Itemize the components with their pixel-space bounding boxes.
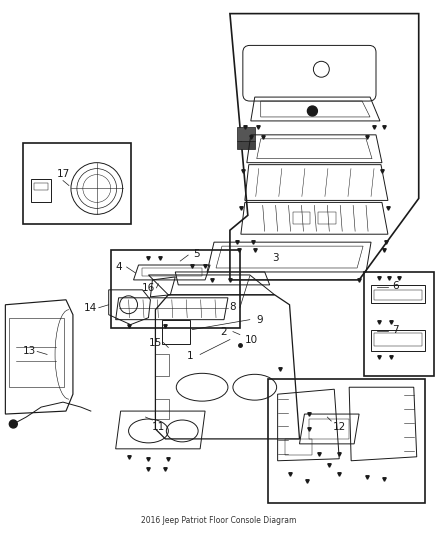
- Text: 11: 11: [152, 422, 165, 432]
- Text: 7: 7: [392, 325, 399, 335]
- Bar: [155, 399, 170, 419]
- Text: 8: 8: [230, 302, 236, 312]
- Text: 1: 1: [187, 351, 194, 361]
- Bar: [142, 268, 202, 276]
- Bar: [31, 179, 51, 203]
- Bar: [309, 419, 349, 439]
- Bar: [374, 333, 422, 346]
- Bar: [23, 143, 131, 224]
- Text: 14: 14: [84, 303, 97, 313]
- Text: 6: 6: [392, 281, 399, 291]
- Text: 3: 3: [272, 253, 279, 263]
- Bar: [374, 290, 422, 300]
- Text: 5: 5: [193, 249, 199, 259]
- Circle shape: [307, 106, 318, 116]
- Text: 2016 Jeep Patriot Floor Console Diagram: 2016 Jeep Patriot Floor Console Diagram: [141, 516, 297, 525]
- Circle shape: [9, 420, 17, 428]
- Text: 15: 15: [149, 337, 162, 348]
- Bar: [155, 354, 170, 376]
- Text: 10: 10: [245, 335, 258, 344]
- Bar: [162, 320, 190, 343]
- Text: 17: 17: [57, 168, 70, 179]
- Bar: [9, 318, 64, 387]
- Text: 4: 4: [115, 262, 122, 272]
- Bar: [371, 285, 425, 303]
- Bar: [371, 329, 425, 351]
- Bar: [285, 439, 312, 455]
- Text: 13: 13: [23, 346, 36, 357]
- Bar: [34, 182, 48, 190]
- Bar: [111, 250, 240, 328]
- Bar: [364, 272, 434, 376]
- Text: 12: 12: [332, 422, 346, 432]
- Bar: [268, 379, 425, 504]
- Text: 2: 2: [221, 327, 227, 336]
- Bar: [237, 141, 255, 149]
- Bar: [293, 212, 311, 224]
- Bar: [318, 212, 336, 224]
- Bar: [237, 127, 255, 141]
- Text: 9: 9: [256, 314, 263, 325]
- Text: 16: 16: [142, 283, 155, 293]
